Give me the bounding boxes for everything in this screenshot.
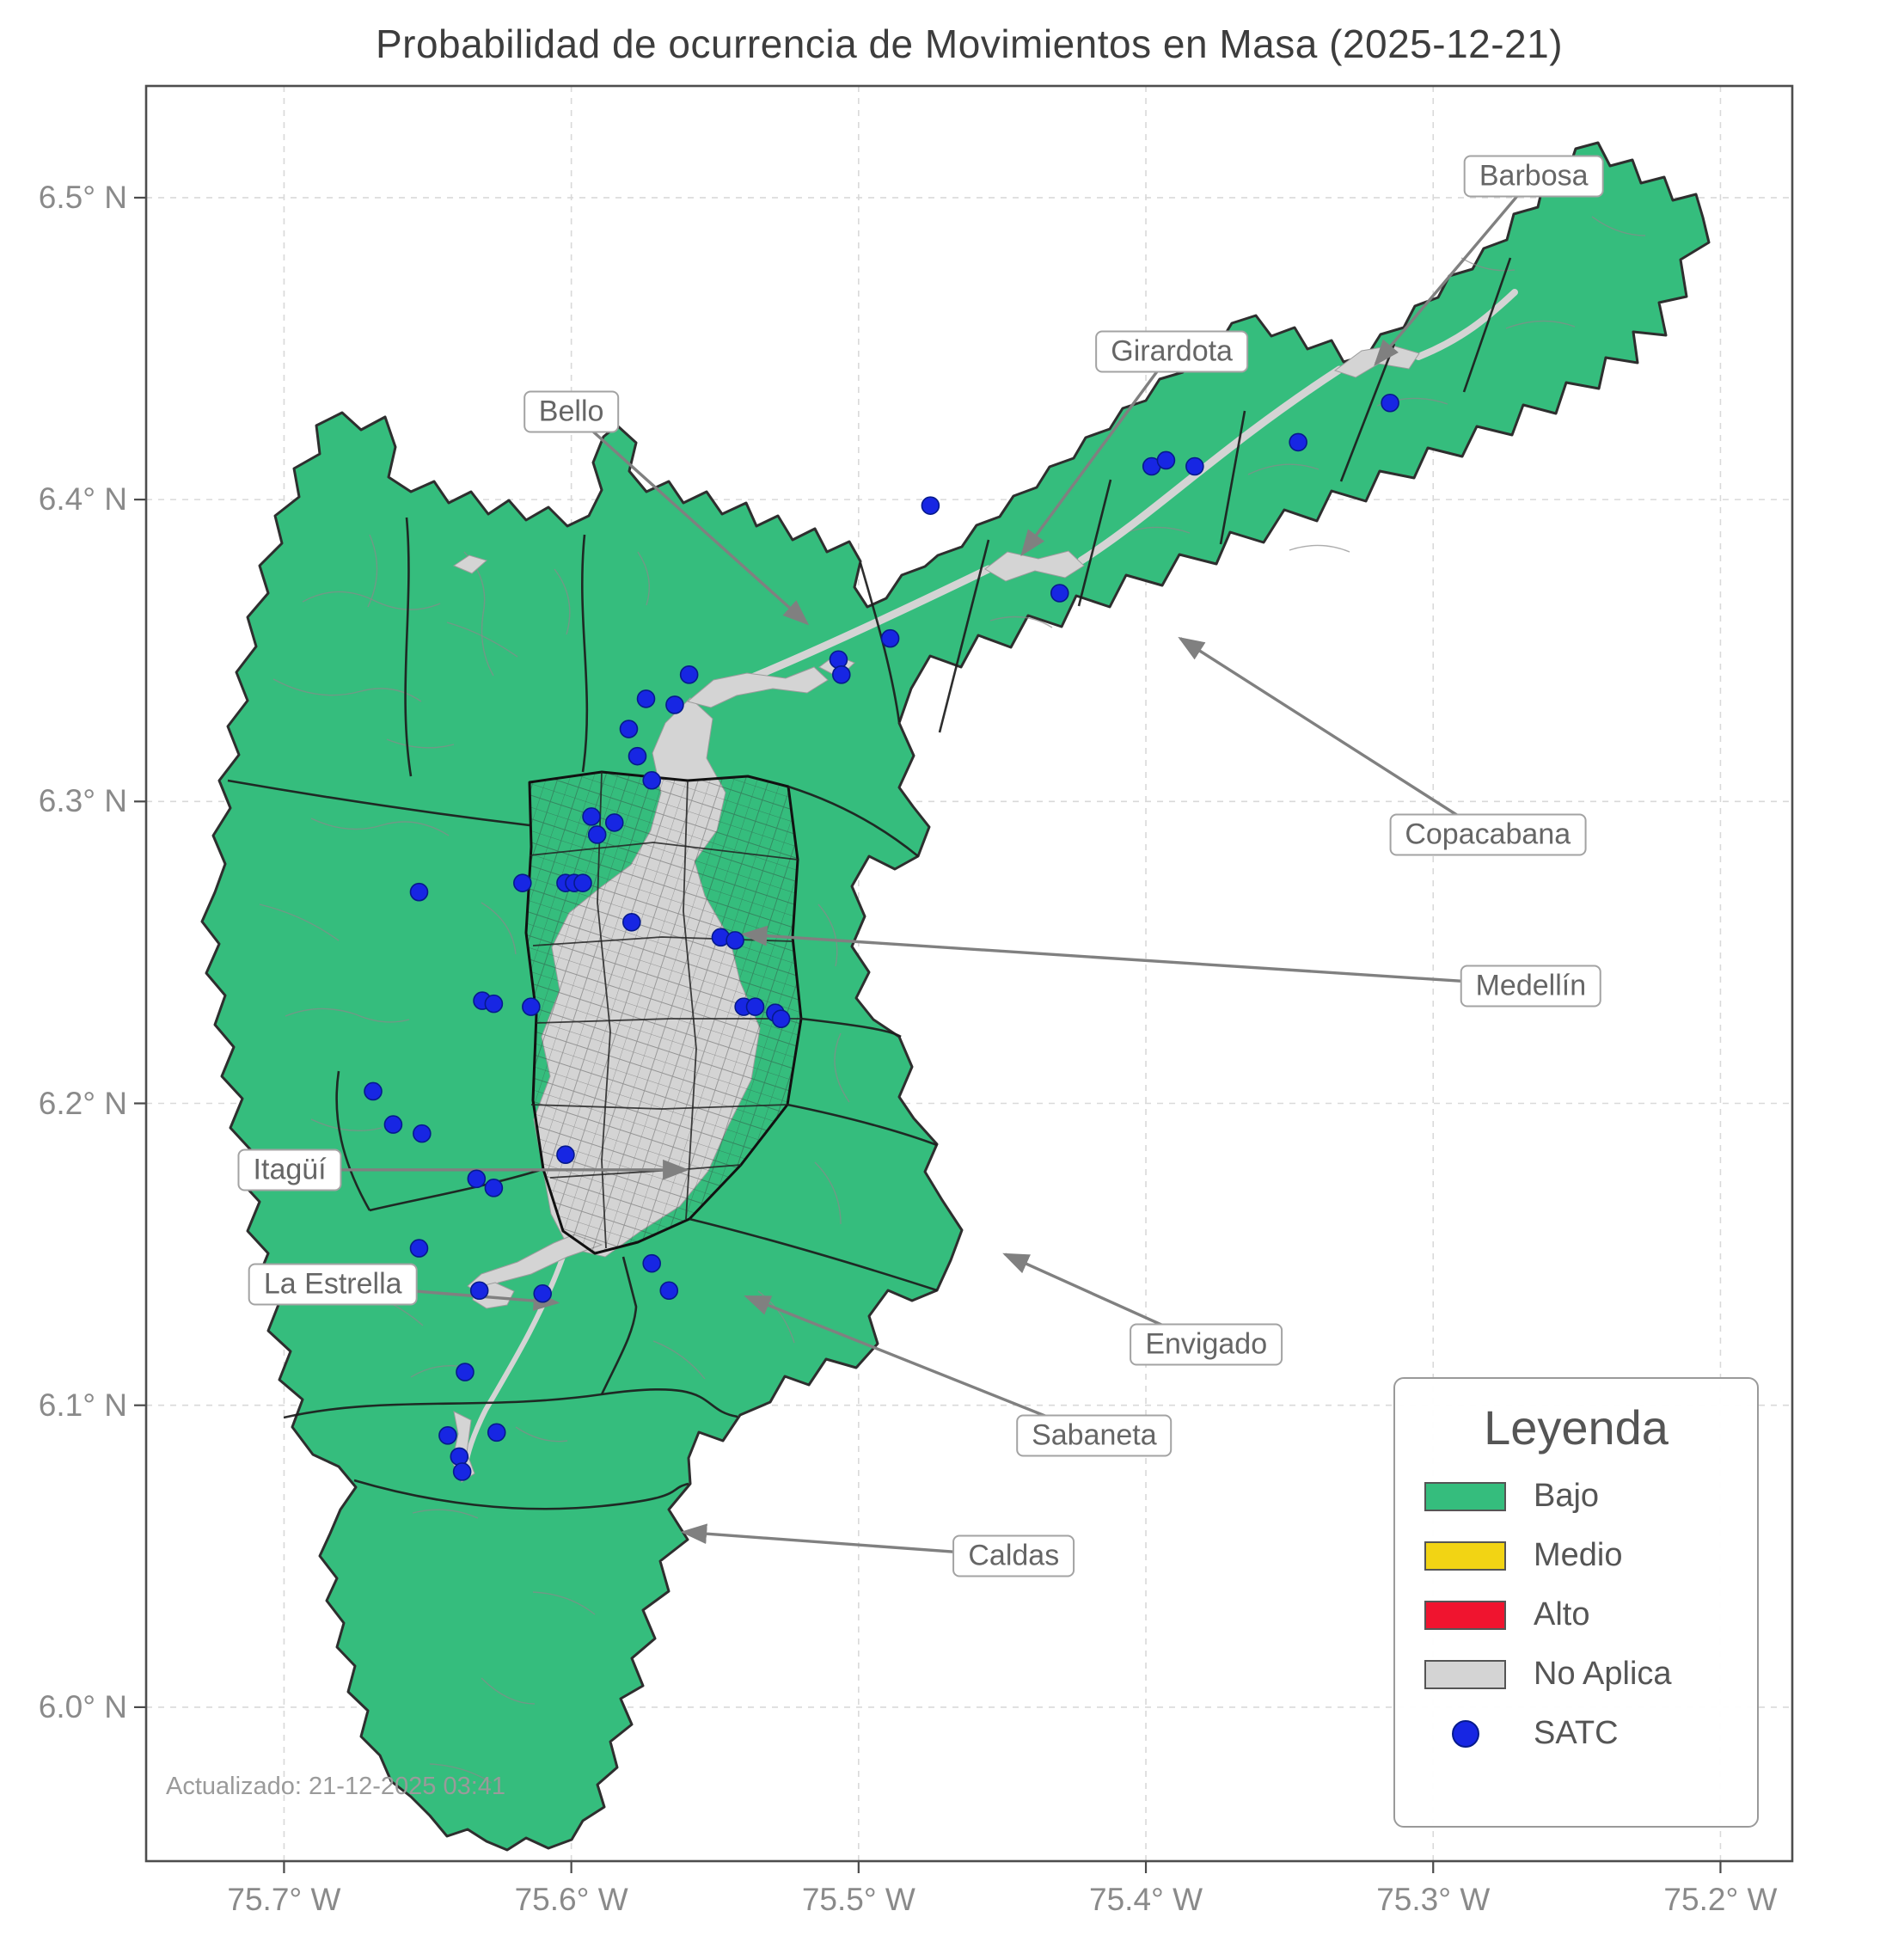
annotation-bello: Bello — [523, 390, 620, 433]
x-tick-label: 75.3° W — [1376, 1882, 1491, 1917]
legend-entry-alto: Alto — [1424, 1596, 1728, 1633]
legend-entry-medio: Medio — [1424, 1537, 1728, 1574]
satc-dot — [484, 1179, 504, 1197]
plot-frame — [144, 84, 1794, 1863]
satc-dot — [582, 807, 601, 826]
page-title: Probabilidad de ocurrencia de Movimiento… — [375, 21, 1564, 66]
satc-dot — [659, 1281, 679, 1301]
urban-area-west — [452, 554, 488, 574]
updated-timestamp: Actualizado: 21-12-2025 03:41 — [166, 1773, 506, 1800]
gridlines — [146, 86, 1792, 1861]
region-bajo — [200, 141, 1711, 1852]
legend-entry-no-aplica: No Aplica — [1424, 1656, 1728, 1693]
annotation-girardota: Girardota — [1095, 330, 1248, 373]
x-tick-label: 75.6° W — [514, 1882, 628, 1917]
satc-dot — [533, 1283, 553, 1303]
satc-dot — [604, 813, 624, 832]
satc-dot — [484, 994, 504, 1014]
x-tick-label: 75.5° W — [801, 1882, 915, 1917]
legend-title: Leyenda — [1484, 1400, 1669, 1455]
x-tick-label: 75.4° W — [1089, 1882, 1203, 1917]
x-tick-label: 75.2° W — [1663, 1882, 1778, 1917]
satc-dot — [450, 1447, 469, 1467]
satc-dot-icon — [1451, 1719, 1479, 1748]
satc-dot — [1050, 584, 1069, 603]
satc-dot — [642, 770, 662, 790]
satc-dot — [831, 665, 851, 684]
municipal-boundaries — [227, 257, 1512, 1510]
satc-dot — [1185, 456, 1204, 476]
satc-dot — [642, 1253, 662, 1273]
annotation-envigado: Envigado — [1130, 1323, 1283, 1366]
satc-dot — [409, 1239, 429, 1258]
satc-dots-group — [364, 393, 1399, 1481]
satc-dot — [665, 695, 684, 714]
legend-entry-bajo: Bajo — [1424, 1478, 1728, 1515]
satc-dot — [726, 931, 744, 950]
y-tick-label: 6.2° N — [38, 1085, 127, 1121]
legend-swatch-alto — [1424, 1600, 1506, 1630]
satc-dot — [467, 1169, 487, 1189]
annotation-arrows — [290, 175, 1535, 1558]
annotation-copacabana: Copacabana — [1389, 813, 1587, 856]
satc-dot — [628, 746, 647, 766]
legend-swatch-bajo — [1424, 1481, 1506, 1511]
legend-swatch-medio — [1424, 1540, 1506, 1571]
satc-dot — [619, 720, 639, 738]
satc-dot — [829, 650, 848, 670]
satc-dot — [556, 1145, 575, 1165]
annotation-barbosa: Barbosa — [1463, 155, 1604, 198]
satc-dot — [573, 873, 592, 892]
urban-area-girardota — [984, 550, 1085, 582]
annotation-medellin: Medellín — [1460, 965, 1602, 1008]
vereda-boundaries — [259, 216, 1646, 1784]
satc-dot — [413, 1124, 432, 1143]
axis-ticks — [134, 196, 1722, 1873]
legend: Leyenda Bajo Medio Alto No Aplica SATC — [1393, 1377, 1759, 1828]
satc-dot — [587, 825, 607, 844]
satc-dot — [745, 997, 765, 1016]
urban-area-niquia — [686, 666, 829, 708]
satc-dot — [438, 1426, 457, 1445]
satc-dot — [880, 628, 900, 648]
y-tick-label: 6.5° N — [38, 179, 127, 215]
satc-dot — [679, 665, 699, 684]
satc-dot — [771, 1009, 791, 1028]
x-tick-label: 75.7° W — [227, 1882, 341, 1917]
y-tick-label: 6.3° N — [38, 783, 127, 819]
satc-dot — [513, 873, 532, 892]
satc-dot — [636, 689, 656, 708]
y-tick-label: 6.1° N — [38, 1387, 127, 1423]
legend-swatch-no-aplica — [1424, 1659, 1506, 1689]
legend-entry-satc: SATC — [1424, 1715, 1728, 1752]
satc-dot — [921, 496, 940, 515]
annotation-la_estrella: La Estrella — [248, 1263, 418, 1306]
annotation-caldas: Caldas — [952, 1534, 1075, 1577]
comuna-cluster — [524, 770, 803, 1255]
satc-dot — [622, 912, 641, 932]
y-tick-label: 6.0° N — [38, 1688, 127, 1724]
satc-dot — [1156, 450, 1176, 470]
satc-dot — [522, 997, 541, 1016]
satc-dot — [469, 1281, 489, 1301]
annotation-itagui: Itagüí — [237, 1148, 342, 1191]
satc-dot — [383, 1115, 403, 1134]
satc-dot — [1381, 393, 1399, 413]
satc-dot — [487, 1423, 506, 1442]
satc-dot — [409, 882, 429, 902]
y-tick-label: 6.4° N — [38, 481, 127, 518]
satc-dot — [452, 1462, 472, 1481]
satc-dot — [456, 1363, 475, 1381]
satc-dot — [1289, 432, 1307, 452]
satc-dot — [364, 1081, 383, 1101]
urban-area-itagui — [467, 1234, 603, 1294]
annotation-sabaneta: Sabaneta — [1016, 1414, 1173, 1457]
